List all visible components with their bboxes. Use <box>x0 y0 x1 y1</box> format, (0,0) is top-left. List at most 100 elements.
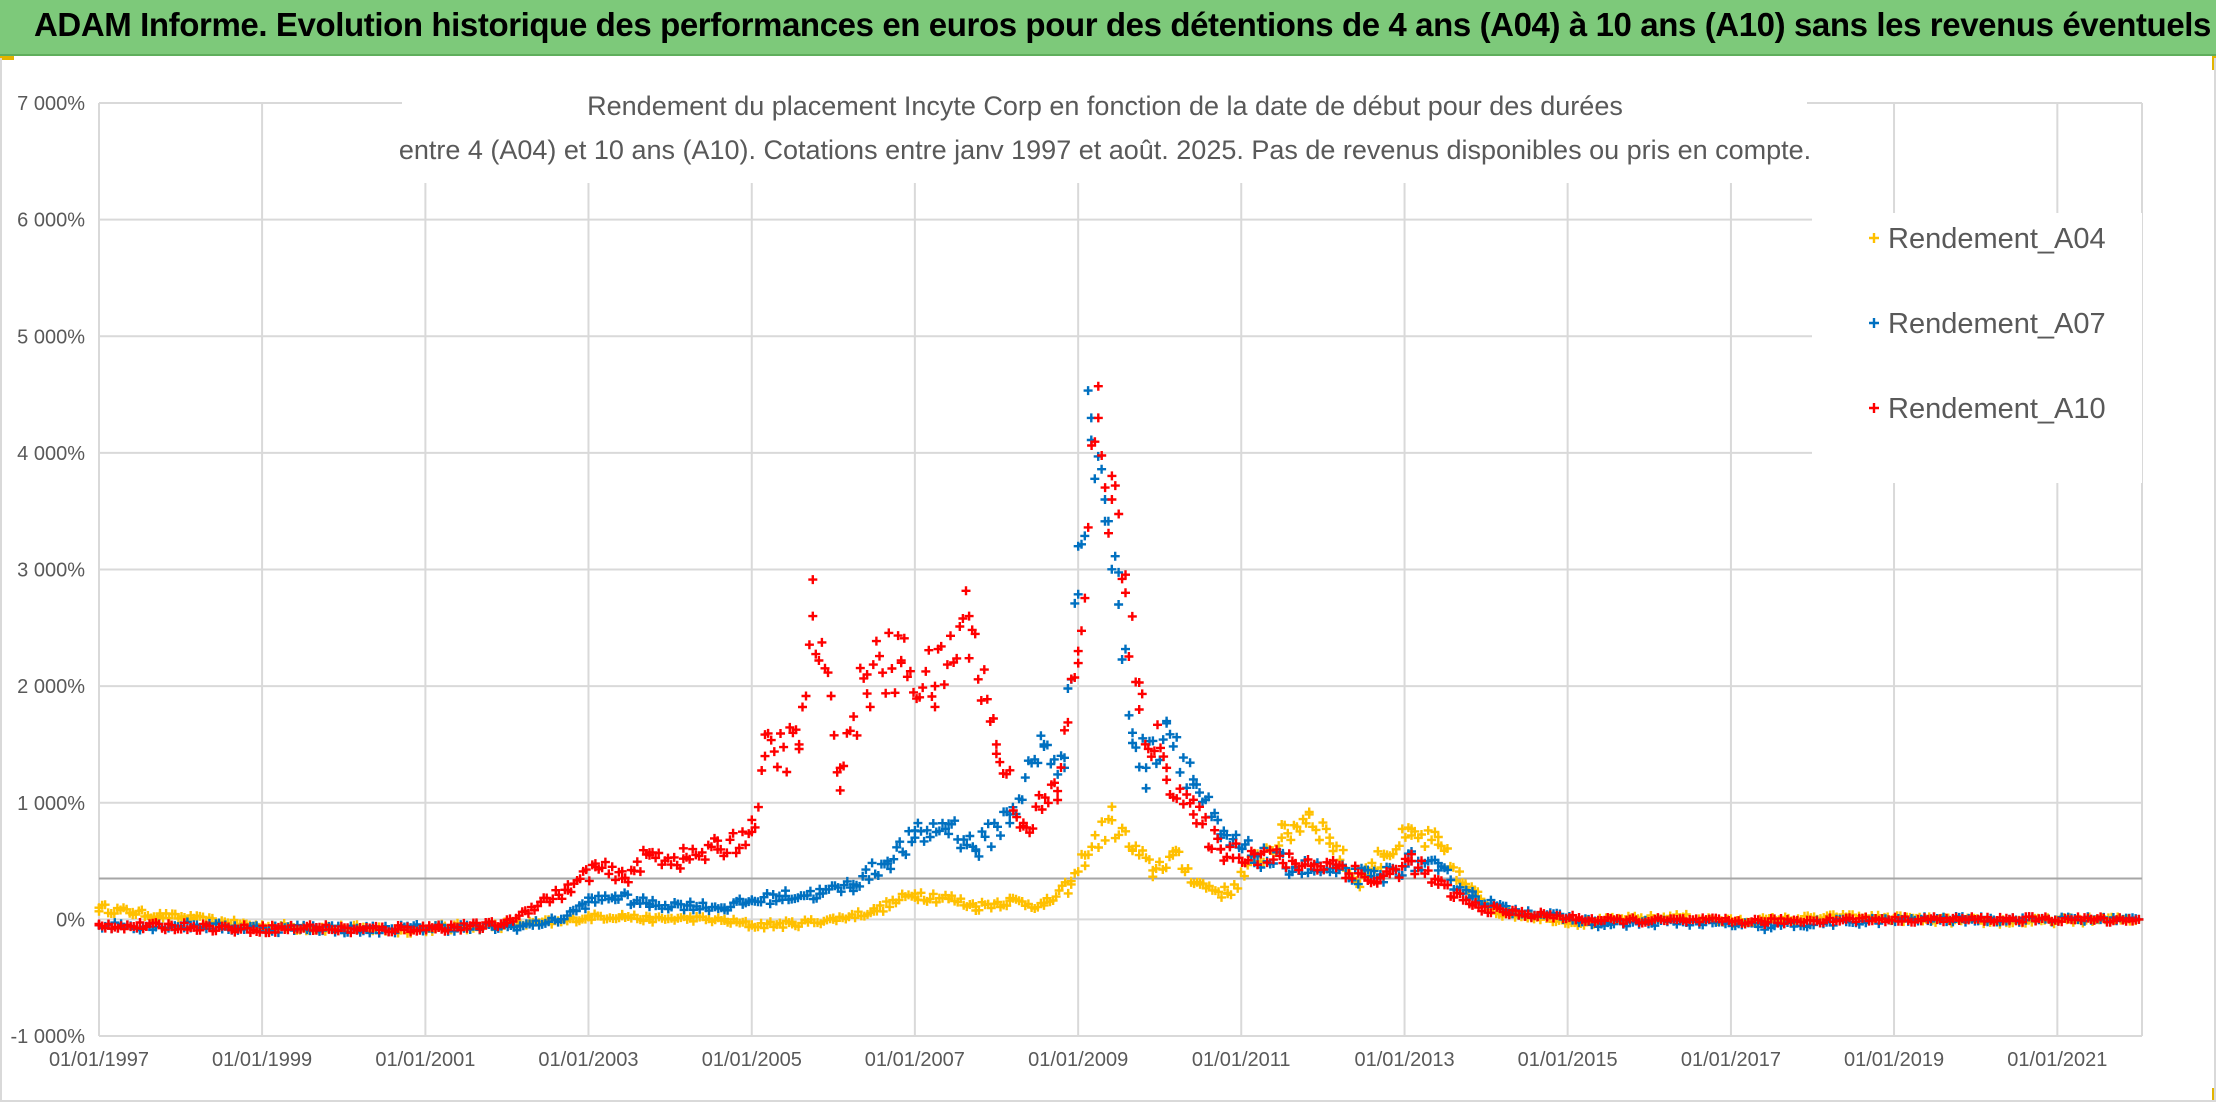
data-point <box>1328 846 1338 856</box>
data-point <box>1325 833 1335 843</box>
data-point <box>1433 832 1443 842</box>
data-point <box>1162 763 1172 773</box>
data-point <box>928 819 938 828</box>
y-tick-label: 5 000% <box>17 326 85 348</box>
data-point <box>403 922 412 932</box>
data-point <box>946 631 955 641</box>
data-point <box>1156 743 1165 753</box>
data-point <box>1124 652 1134 661</box>
data-point <box>1110 551 1120 561</box>
data-point <box>1275 851 1285 861</box>
data-point <box>1155 857 1164 867</box>
data-point <box>1388 849 1398 859</box>
data-point <box>779 742 789 752</box>
data-point <box>1093 381 1103 391</box>
data-point <box>991 749 1001 759</box>
data-point <box>747 920 757 930</box>
legend-label: Rendement_A07 <box>1888 308 2106 340</box>
data-point <box>1121 644 1130 654</box>
data-point <box>976 696 986 705</box>
y-tick-label: 6 000% <box>17 210 85 232</box>
data-point <box>1053 769 1063 779</box>
legend-label: Rendement_A10 <box>1888 393 2106 425</box>
data-point <box>757 766 767 775</box>
data-point <box>270 924 280 934</box>
data-point <box>1596 916 1606 925</box>
data-point <box>1284 849 1294 859</box>
data-point <box>617 874 627 884</box>
legend-label: Rendement_A04 <box>1888 223 2106 255</box>
data-point <box>1321 824 1331 834</box>
data-point <box>747 827 757 837</box>
data-point <box>858 871 868 881</box>
data-point <box>548 894 558 904</box>
data-point <box>763 728 773 738</box>
data-point <box>1053 786 1063 796</box>
data-point <box>1533 912 1543 922</box>
data-point <box>700 855 710 865</box>
data-point <box>1080 593 1090 603</box>
data-point <box>1020 773 1030 783</box>
data-point <box>1127 611 1137 621</box>
data-point <box>936 641 946 651</box>
data-point <box>885 902 895 912</box>
data-point <box>1162 775 1172 785</box>
data-point <box>768 890 778 899</box>
data-point <box>1121 570 1130 580</box>
data-point <box>971 902 981 911</box>
x-tick-label: 01/01/2011 <box>1192 1049 1291 1071</box>
data-point <box>944 893 954 903</box>
data-point <box>720 903 729 913</box>
data-point <box>894 895 904 905</box>
data-point <box>1300 859 1310 869</box>
data-point <box>944 829 954 839</box>
data-point <box>895 837 905 847</box>
data-point <box>635 867 645 877</box>
data-point <box>575 874 585 884</box>
data-point <box>977 827 987 837</box>
data-point <box>1100 835 1110 845</box>
data-point <box>1249 849 1259 859</box>
data-point <box>1222 830 1232 840</box>
chart-title-line: Rendement du placement Incyte Corp en fo… <box>587 91 1623 121</box>
data-point <box>1128 844 1137 854</box>
data-point <box>1268 855 1278 865</box>
data-point <box>909 687 918 697</box>
data-point <box>893 631 903 641</box>
data-point <box>1477 906 1487 916</box>
data-point <box>835 785 845 795</box>
data-point <box>756 897 766 907</box>
data-point <box>952 653 962 663</box>
data-point <box>873 871 883 880</box>
data-point <box>910 889 920 899</box>
data-point <box>817 637 827 647</box>
data-point <box>1056 763 1066 772</box>
data-point <box>1417 830 1426 839</box>
data-point <box>1243 835 1253 845</box>
legend-background <box>1812 213 2142 483</box>
data-point <box>986 842 996 852</box>
data-point <box>1385 869 1395 879</box>
data-point <box>884 628 894 638</box>
data-point <box>556 914 566 924</box>
data-point <box>1141 783 1151 793</box>
chart-frame: -1 000% 0% 1 000% 2 000% 3 000% 4 000% 5 000% 6… <box>0 58 2216 1102</box>
data-point <box>1486 908 1496 918</box>
data-point <box>958 614 968 623</box>
data-point <box>964 611 974 621</box>
legend-marker <box>1869 403 1879 413</box>
y-tick-label: 0% <box>56 909 85 931</box>
data-point <box>632 857 642 867</box>
data-point <box>1117 655 1127 664</box>
data-point <box>563 885 573 895</box>
data-point <box>769 747 779 757</box>
data-point <box>814 656 824 665</box>
data-point <box>1146 752 1156 762</box>
data-point <box>747 815 757 825</box>
x-tick-label: 01/01/2003 <box>538 1049 638 1071</box>
data-point <box>443 925 453 935</box>
data-point <box>1066 879 1076 889</box>
data-point <box>2005 914 2014 924</box>
data-point <box>738 827 747 837</box>
data-point <box>886 864 896 874</box>
